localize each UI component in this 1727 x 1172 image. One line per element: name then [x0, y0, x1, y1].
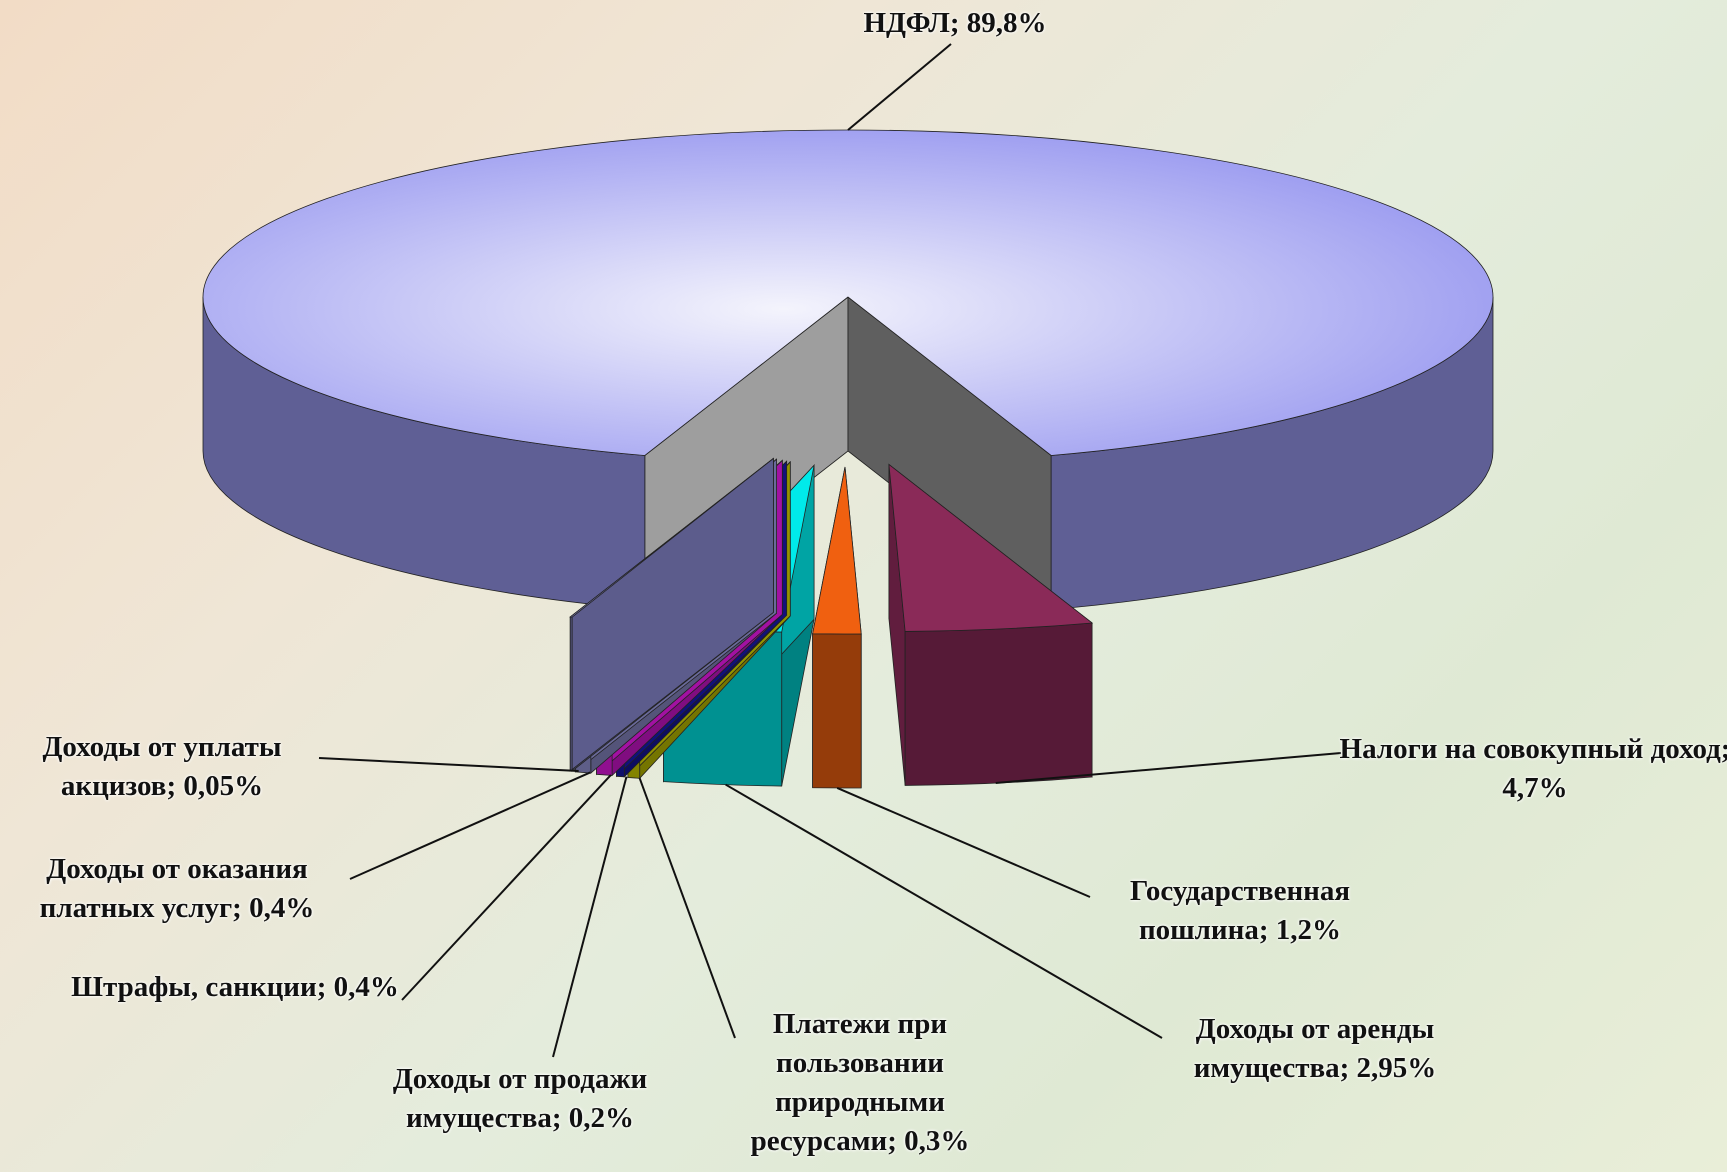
data-label: Штрафы, санкции; 0,4%: [71, 971, 399, 1003]
leader-line: [725, 783, 1163, 1039]
leader-line: [401, 774, 612, 1001]
leader-line: [349, 771, 591, 880]
leader-line: [836, 787, 1091, 898]
slice-side: [904, 622, 1093, 786]
data-label: Доходы от уплаты акцизов; 0,05%: [42, 731, 282, 802]
data-label: Доходы от оказания платных услуг; 0,4%: [39, 853, 315, 924]
leader-line: [995, 752, 1342, 784]
leader-line: [552, 776, 628, 1058]
leader-line: [638, 777, 736, 1039]
data-label: Государственная пошлина; 1,2%: [1129, 875, 1351, 946]
data-label: Доходы от аренды имущества; 2,95%: [1193, 1013, 1437, 1084]
data-label: Платежи при пользовании природными ресур…: [750, 1008, 970, 1157]
slice-top: [812, 466, 862, 635]
data-label: НДФЛ; 89,8%: [863, 7, 1047, 39]
slice-side: [569, 616, 573, 772]
leader-line: [847, 43, 952, 131]
data-label: Налоги на совокупный доход; 4,7%: [1339, 733, 1727, 804]
slice-top: [888, 463, 1094, 632]
slice-side: [812, 633, 862, 789]
data-label: Доходы от продажи имущества; 0,2%: [392, 1063, 648, 1134]
leader-line: [318, 757, 579, 773]
slice-top: [569, 458, 774, 618]
